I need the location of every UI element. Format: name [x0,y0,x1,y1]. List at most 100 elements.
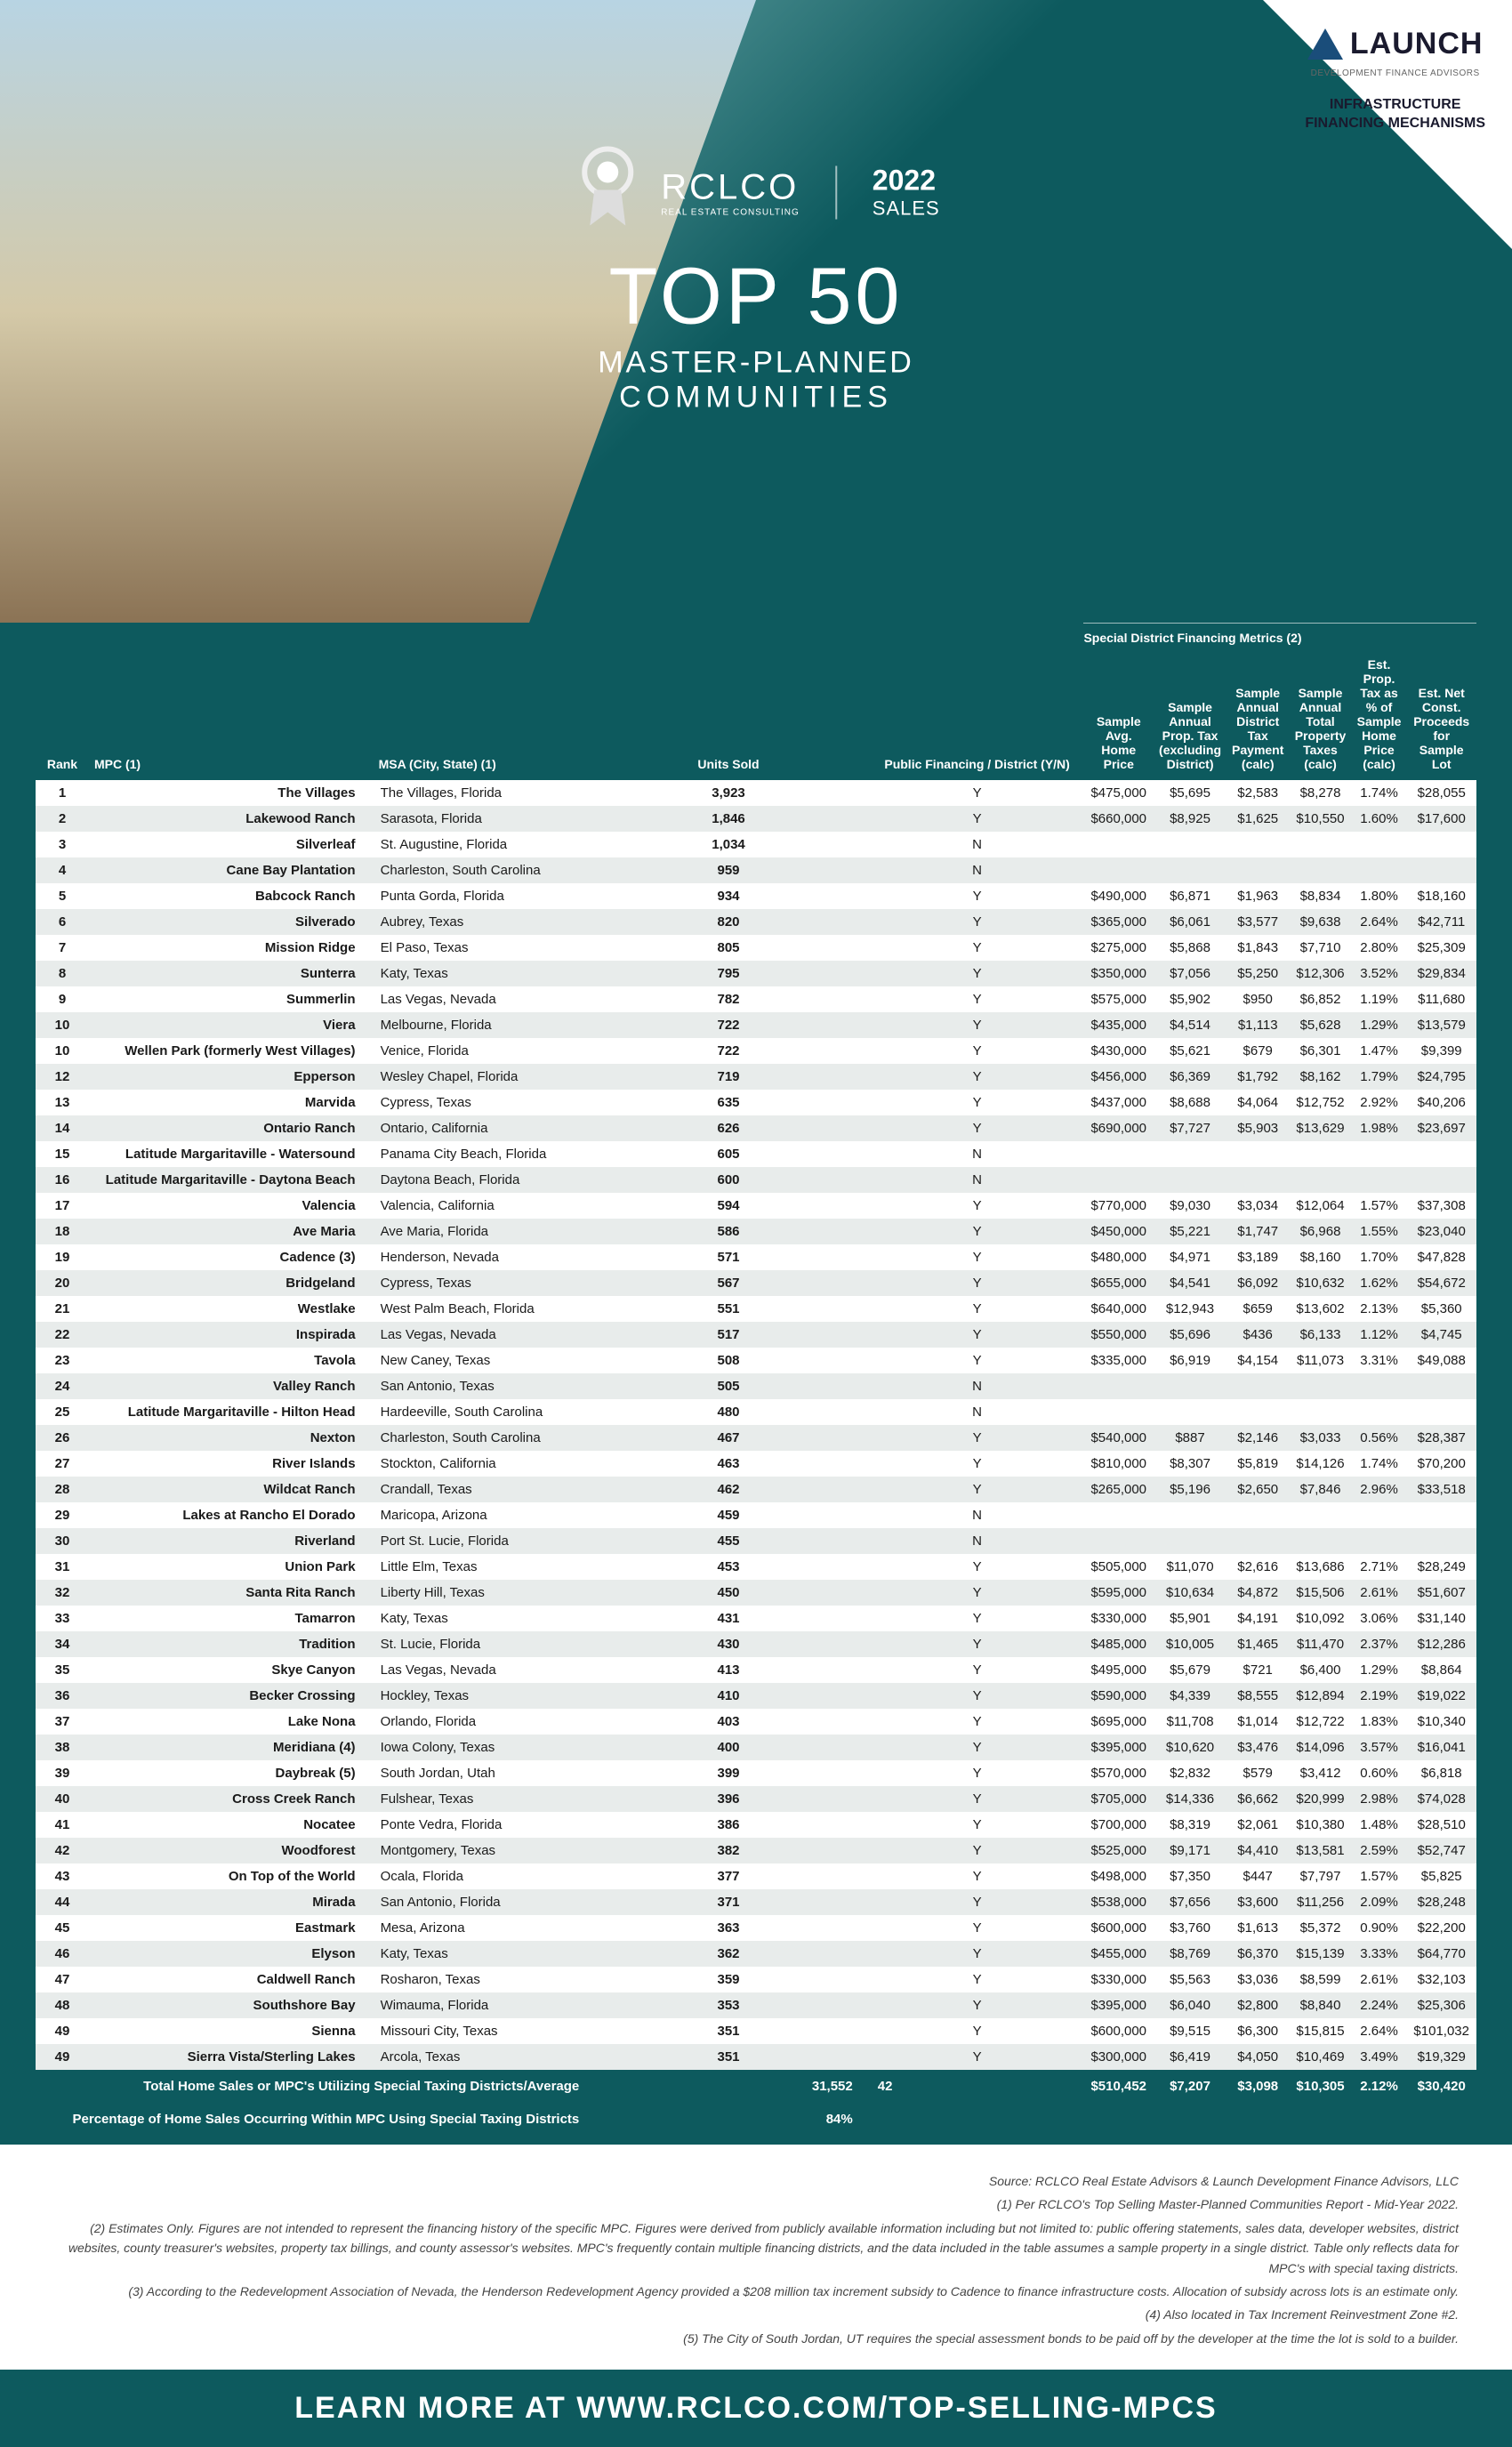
table-cell: $74,028 [1406,1786,1476,1812]
table-cell: $6,968 [1289,1219,1351,1244]
sales-label: SALES [873,197,940,221]
table-cell: Valencia, California [374,1193,587,1219]
table-cell: Y [871,1657,1084,1683]
table-cell: 722 [586,1038,870,1064]
table-cell: N [871,1399,1084,1425]
table-cell [1083,1502,1154,1528]
table-row: 14Ontario RanchOntario, California626Y$6… [36,1115,1476,1141]
table-cell: Marvida [89,1090,374,1115]
table-cell: $7,727 [1154,1115,1226,1141]
table-cell: $31,140 [1406,1606,1476,1631]
column-header: Units Sold [586,648,870,780]
table-cell: $10,340 [1406,1709,1476,1735]
table-cell: $8,162 [1289,1064,1351,1090]
table-cell: $19,329 [1406,2044,1476,2070]
table-cell: $8,278 [1289,780,1351,806]
table-cell: 2.64% [1352,909,1407,935]
table-cell: 1.57% [1352,1193,1407,1219]
launch-arrow-icon [1307,28,1343,60]
table-cell: 4 [36,857,89,883]
table-cell: $11,470 [1289,1631,1351,1657]
table-cell: $550,000 [1083,1322,1154,1348]
table-cell: $101,032 [1406,2018,1476,2044]
table-cell [1226,1167,1289,1193]
table-cell: $950 [1226,986,1289,1012]
table-cell: $538,000 [1083,1889,1154,1915]
table-cell: $10,092 [1289,1606,1351,1631]
table-cell: Las Vegas, Nevada [374,986,587,1012]
table-cell: $1,014 [1226,1709,1289,1735]
table-cell: $330,000 [1083,1967,1154,1992]
table-cell: Latitude Margaritaville - Daytona Beach [89,1167,374,1193]
table-cell: $6,852 [1289,986,1351,1012]
column-header: Sample Annual Prop. Tax (excluding Distr… [1154,648,1226,780]
table-cell: 1.57% [1352,1863,1407,1889]
table-row: 37Lake NonaOrlando, Florida403Y$695,000$… [36,1709,1476,1735]
table-cell [1226,1399,1289,1425]
table-cell: $6,092 [1226,1270,1289,1296]
table-cell: Nocatee [89,1812,374,1838]
table-cell: $8,840 [1289,1992,1351,2018]
table-cell: $4,514 [1154,1012,1226,1038]
table-cell: Y [871,1219,1084,1244]
table-cell: 36 [36,1683,89,1709]
table-cell: N [871,857,1084,883]
table-cell: $10,632 [1289,1270,1351,1296]
table-cell [1154,1399,1226,1425]
table-cell: $10,005 [1154,1631,1226,1657]
table-cell: $700,000 [1083,1812,1154,1838]
table-cell: 3 [36,832,89,857]
table-cell [1406,857,1476,883]
table-cell: 382 [586,1838,870,1863]
table-row: 26NextonCharleston, South Carolina467Y$5… [36,1425,1476,1451]
table-cell: $490,000 [1083,883,1154,909]
table-cell [1406,1141,1476,1167]
table-cell: $7,656 [1154,1889,1226,1915]
table-cell: $6,370 [1226,1941,1289,1967]
table-cell: $655,000 [1083,1270,1154,1296]
table-cell: $6,419 [1154,2044,1226,2070]
table-cell: Maricopa, Arizona [374,1502,587,1528]
column-header: Sample Avg. Home Price [1083,648,1154,780]
table-cell: $7,350 [1154,1863,1226,1889]
table-cell: Stockton, California [374,1451,587,1477]
table-row: 27River IslandsStockton, California463Y$… [36,1451,1476,1477]
table-row: 12EppersonWesley Chapel, Florida719Y$456… [36,1064,1476,1090]
table-cell: Aubrey, Texas [374,909,587,935]
table-cell: 722 [586,1012,870,1038]
launch-subtitle: DEVELOPMENT FINANCE ADVISORS [1305,68,1485,78]
table-cell: 399 [586,1760,870,1786]
table-cell: 1.19% [1352,986,1407,1012]
table-cell: $64,770 [1406,1941,1476,1967]
table-cell: 413 [586,1657,870,1683]
table-cell: $525,000 [1083,1838,1154,1863]
table-cell [1083,1399,1154,1425]
table-cell: Cane Bay Plantation [89,857,374,883]
table-cell: 39 [36,1760,89,1786]
table-cell: $10,380 [1289,1812,1351,1838]
table-cell: $5,679 [1154,1657,1226,1683]
table-row: 36Becker CrossingHockley, Texas410Y$590,… [36,1683,1476,1709]
totals-avg-total: $10,305 [1289,2070,1351,2103]
table-cell: 2.61% [1352,1967,1407,1992]
table-cell: Fulshear, Texas [374,1786,587,1812]
table-cell: 12 [36,1064,89,1090]
table-cell [1083,1141,1154,1167]
table-row: 15Latitude Margaritaville - WatersoundPa… [36,1141,1476,1167]
table-cell: Ave Maria [89,1219,374,1244]
table-cell: $12,894 [1289,1683,1351,1709]
table-cell: 26 [36,1425,89,1451]
table-cell: $11,708 [1154,1709,1226,1735]
table-cell: Y [871,2018,1084,2044]
table-cell: 40 [36,1786,89,1812]
table-cell: $15,139 [1289,1941,1351,1967]
table-cell: $11,680 [1406,986,1476,1012]
table-row: 49Sierra Vista/Sterling LakesArcola, Tex… [36,2044,1476,2070]
table-row: 1The VillagesThe Villages, Florida3,923Y… [36,780,1476,806]
table-cell [1289,1399,1351,1425]
table-cell: $13,579 [1406,1012,1476,1038]
table-cell [1154,857,1226,883]
table-cell [1406,832,1476,857]
table-cell: 719 [586,1064,870,1090]
table-cell: $8,319 [1154,1812,1226,1838]
